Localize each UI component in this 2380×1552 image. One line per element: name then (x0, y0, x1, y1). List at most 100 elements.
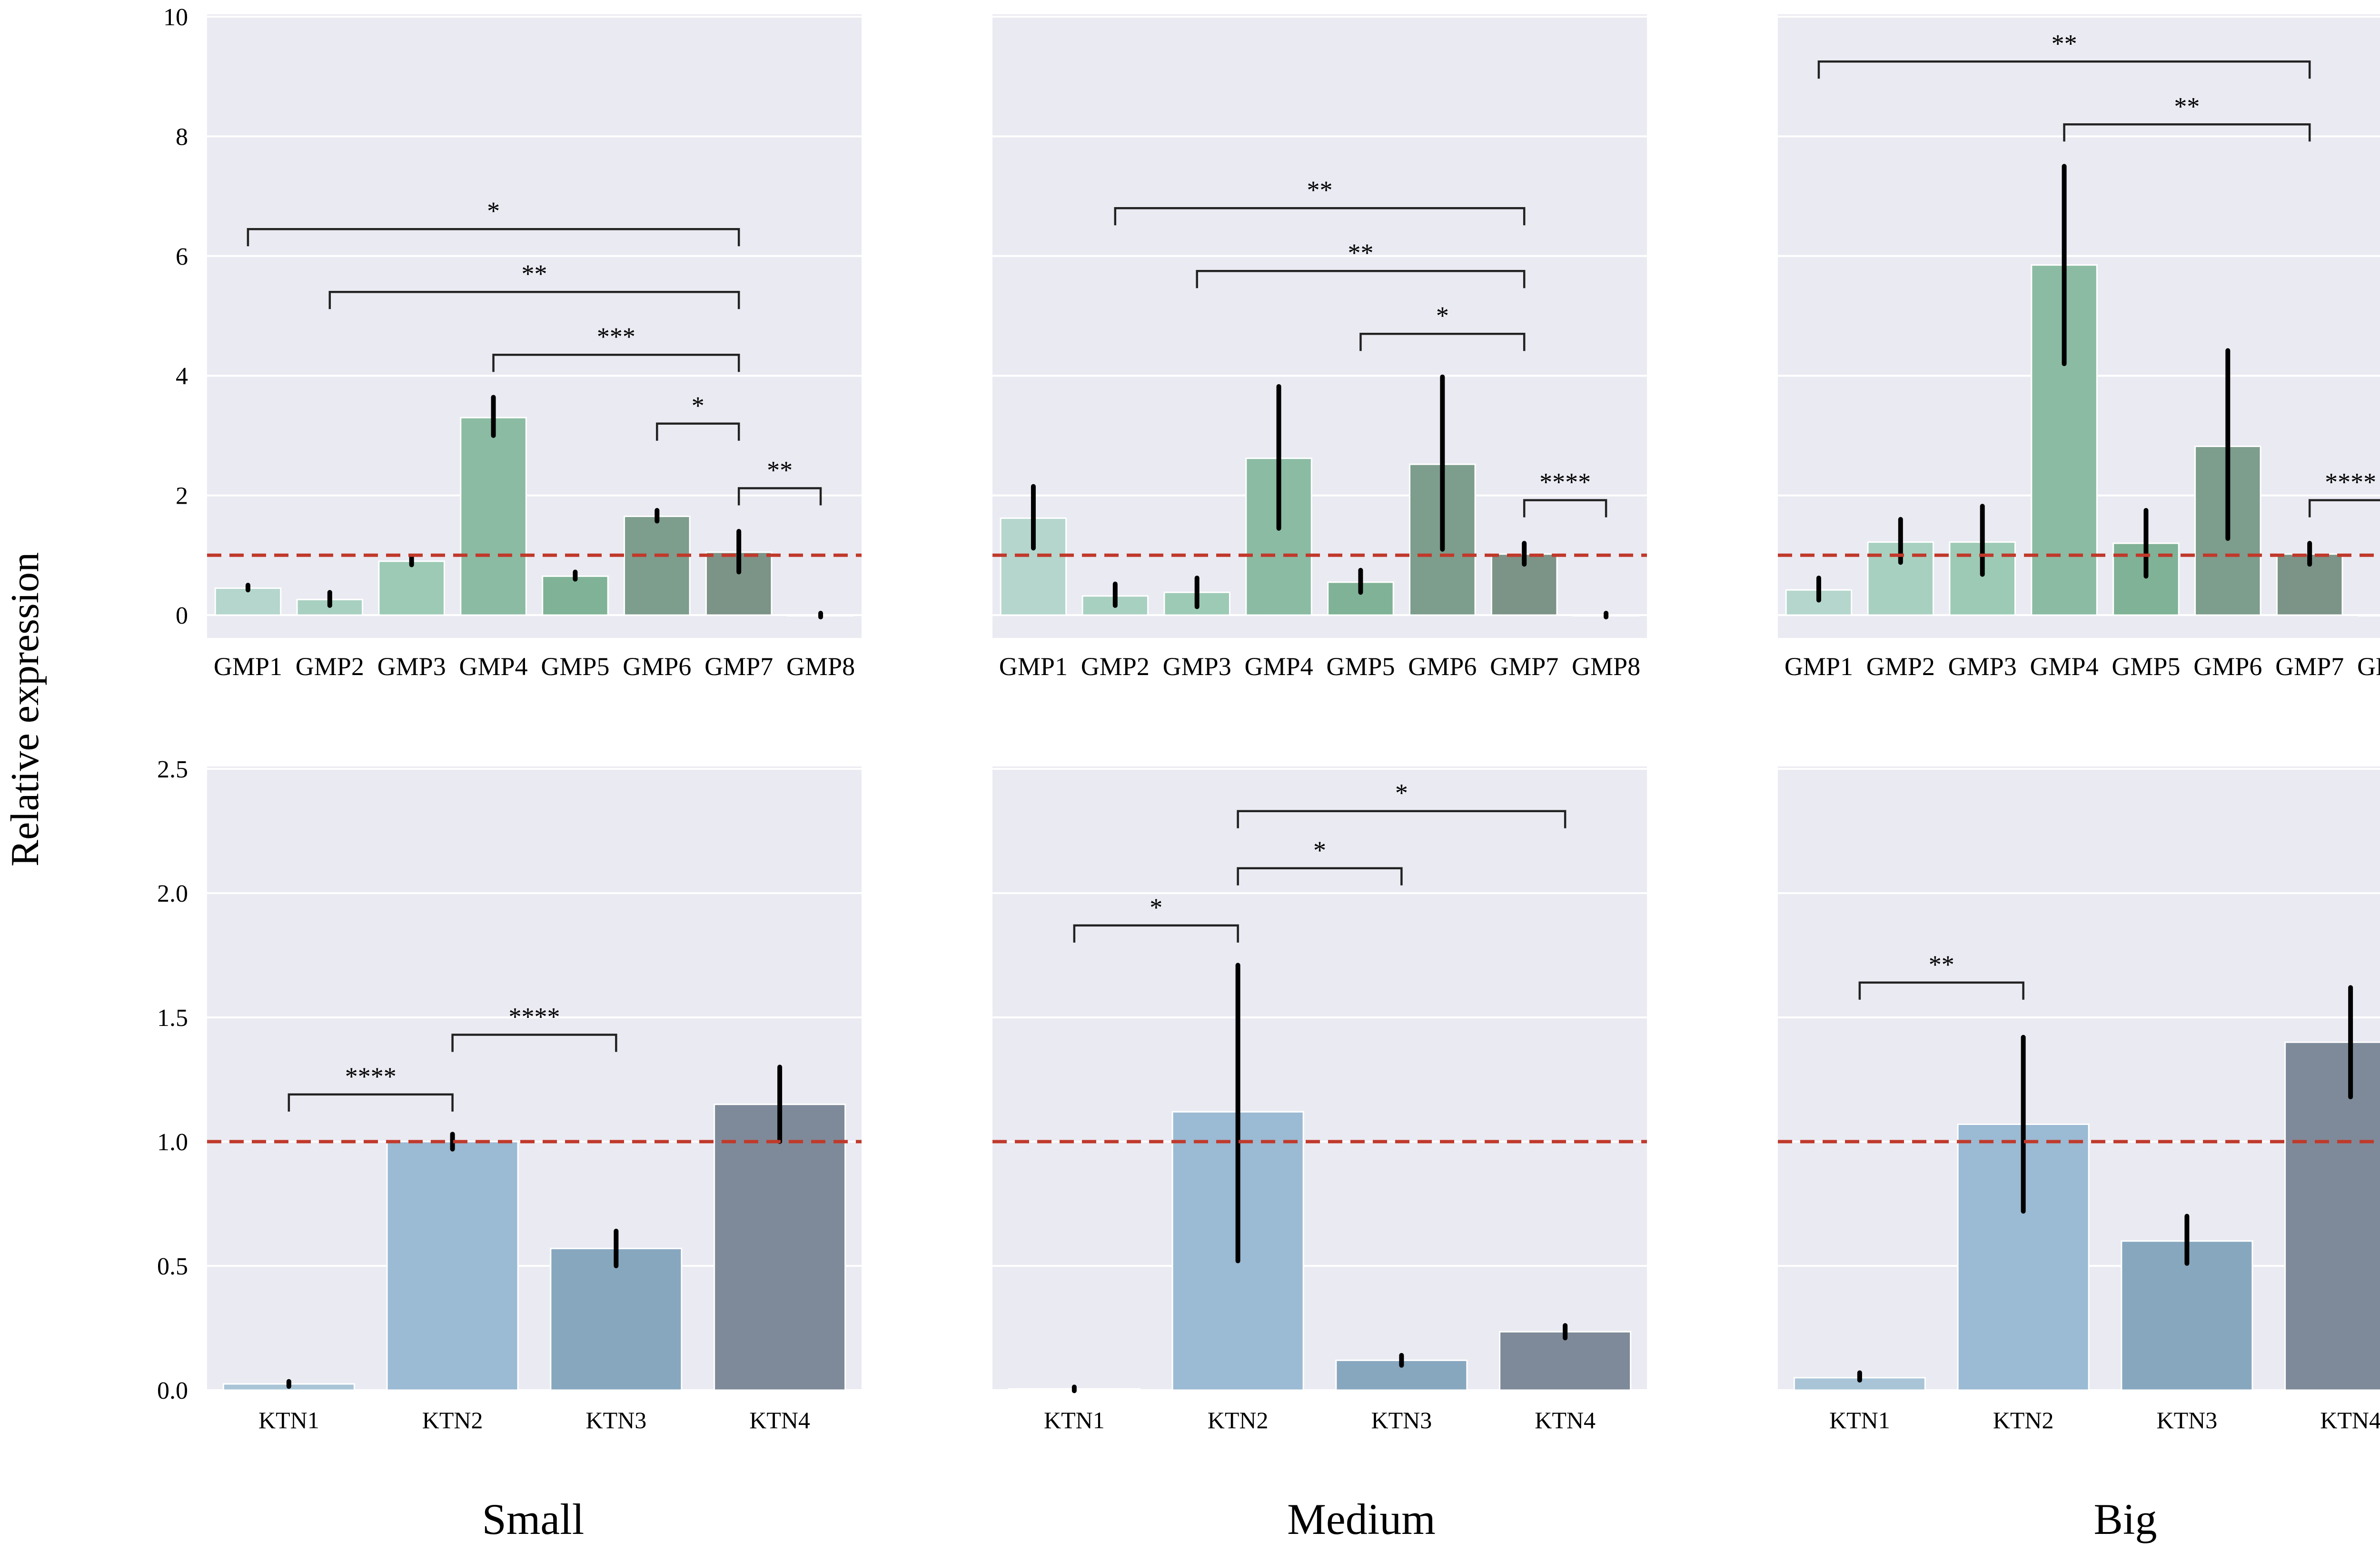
significance-bracket (737, 487, 822, 506)
significance-bracket (1359, 332, 1526, 351)
significance-label: **** (509, 1003, 560, 1031)
x-tick-label: GMP4 (1245, 652, 1313, 681)
significance-label: **** (2325, 468, 2376, 497)
plot-background (992, 14, 1647, 638)
x-tick-label: GMP3 (1163, 652, 1231, 681)
x-tick-label: GMP7 (2275, 652, 2344, 681)
y-tick-label: 2.0 (157, 880, 188, 907)
x-tick-label: GMP2 (1081, 652, 1150, 681)
x-tick-label: KTN1 (1044, 1407, 1105, 1433)
x-tick-label: GMP1 (1785, 652, 1853, 681)
significance-bracket (1237, 867, 1403, 885)
bar-gmp3 (378, 560, 445, 616)
bar-ktn3 (2121, 1240, 2253, 1391)
x-tick-label: GMP5 (541, 652, 609, 681)
x-tick-label: KTN4 (1535, 1407, 1596, 1433)
x-tick-label: KTN2 (1993, 1407, 2054, 1433)
significance-bracket (1523, 499, 1607, 517)
significance-bracket (1073, 924, 1239, 943)
x-tick-label: KTN2 (1208, 1407, 1269, 1433)
significance-label: * (692, 391, 704, 420)
significance-label: ** (767, 456, 793, 485)
significance-bracket (1196, 269, 1526, 289)
significance-label: ** (1929, 950, 1954, 979)
x-tick-label: GMP8 (1572, 652, 1640, 681)
x-tick-label: GMP7 (704, 652, 773, 681)
significance-label: * (1313, 836, 1326, 865)
y-tick-label: 0.0 (157, 1377, 188, 1404)
x-tick-label: GMP4 (459, 652, 528, 681)
bar-gmp8 (2358, 614, 2380, 617)
bar-ktn2 (386, 1141, 519, 1391)
panel-ktn-small: 0.0 0.5 1.0 1.5 2.0 2.5 KTN1 KTN2 KTN3 KTN4 **** **… (157, 756, 862, 1433)
significance-bracket (2308, 499, 2380, 517)
x-tick-label: GMP2 (1866, 652, 1935, 681)
significance-label: ** (1348, 239, 1373, 267)
x-tick-label: KTN1 (1829, 1407, 1890, 1433)
x-tick-label: KTN2 (422, 1407, 483, 1433)
significance-label: *** (597, 322, 635, 351)
significance-label: * (1436, 301, 1449, 330)
x-tick-label: KTN4 (2320, 1407, 2380, 1433)
bar-gmp6 (624, 516, 691, 616)
panel-ktn-big: KTN1 KTN2 KTN3 KTN4 ** (1778, 766, 2380, 1433)
bar-ktn4 (2284, 1041, 2380, 1391)
panels: 0 2 4 6 8 10 GMP1 GMP2 GMP3 GMP4 GMP5 GMP6 GMP7 GMP8 *… (157, 4, 2380, 1433)
significance-label: * (1150, 893, 1162, 922)
x-tick-label: GMP1 (999, 652, 1068, 681)
x-tick-label: GMP3 (1948, 652, 2017, 681)
significance-label: ** (522, 259, 547, 288)
panel-gmp-medium: GMP1 GMP2 GMP3 GMP4 GMP5 GMP6 GMP7 GMP8********… (992, 14, 1647, 681)
y-tick-label: 10 (163, 4, 188, 31)
x-tick-label: GMP7 (1490, 652, 1558, 681)
y-tick-label: 2.5 (157, 756, 188, 783)
x-tick-label: KTN3 (2156, 1407, 2217, 1433)
column-label-medium: Medium (1287, 1495, 1436, 1543)
plot-background (992, 766, 1647, 1390)
panel-ktn-medium: KTN1 KTN2 KTN3 KTN4 * * * (992, 766, 1647, 1433)
significance-bracket (2063, 123, 2311, 142)
significance-bracket (1858, 981, 2024, 1000)
significance-bracket (451, 1034, 617, 1052)
significance-label: ** (2174, 92, 2200, 120)
y-tick-label: 0.5 (157, 1253, 188, 1280)
y-tick-label: 1.5 (157, 1005, 188, 1032)
significance-label: ** (1307, 176, 1333, 204)
significance-label: **** (1539, 468, 1591, 497)
x-tick-label: KTN4 (749, 1407, 810, 1433)
bar-ktn4 (714, 1104, 846, 1391)
y-tick-label: 4 (176, 363, 188, 390)
column-label-big: Big (2094, 1495, 2157, 1543)
x-tick-label: GMP2 (296, 652, 364, 681)
significance-bracket (288, 1093, 454, 1112)
significance-bracket (1817, 60, 2311, 79)
significance-bracket (247, 228, 740, 247)
panel-gmp-small: 0 2 4 6 8 10 GMP1 GMP2 GMP3 GMP4 GMP5 GMP6 GMP7 GMP8 *… (163, 4, 862, 681)
x-tick-label: GMP8 (786, 652, 855, 681)
bar-gmp4 (2031, 264, 2098, 616)
plot-background (207, 14, 862, 638)
y-tick-label: 0 (176, 602, 188, 629)
bar-gmp4 (460, 417, 527, 616)
bar-gmp1 (1000, 517, 1067, 616)
significance-bracket (1237, 810, 1567, 828)
x-tick-label: GMP1 (214, 652, 282, 681)
x-tick-label: GMP4 (2030, 652, 2099, 681)
significance-bracket (492, 353, 740, 372)
significance-bracket (656, 422, 740, 441)
x-tick-label: KTN3 (585, 1407, 646, 1433)
significance-label: ** (2052, 29, 2077, 58)
significance-bracket (328, 290, 740, 309)
y-tick-label: 1.0 (157, 1129, 188, 1156)
x-tick-label: GMP6 (2193, 652, 2262, 681)
y-axis-label: Relative expression (3, 552, 47, 866)
bar-gmp5 (542, 575, 609, 616)
significance-bracket (1114, 207, 1526, 226)
y-tick-label: 8 (176, 123, 188, 150)
x-tick-label: KTN1 (258, 1407, 319, 1433)
bar-ktn3 (550, 1247, 683, 1391)
x-tick-label: GMP5 (1326, 652, 1395, 681)
x-tick-label: GMP8 (2357, 652, 2380, 681)
